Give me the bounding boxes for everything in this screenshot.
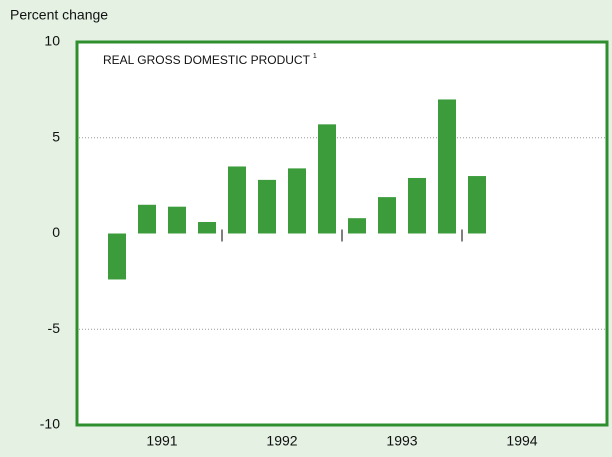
bar [108, 233, 126, 280]
bar [318, 124, 336, 234]
bar [288, 168, 306, 234]
y-tick-label: 5 [52, 128, 60, 144]
bar [258, 179, 276, 234]
bar [468, 176, 486, 234]
title-footnote: 1 [313, 53, 317, 60]
y-tick-label: -5 [48, 320, 61, 336]
y-tick-label: 0 [52, 224, 60, 240]
y-tick-label: 10 [44, 33, 60, 49]
chart-title: REAL GROSS DOMESTIC PRODUCT [103, 53, 311, 67]
y-tick-label: -10 [40, 416, 60, 432]
bar [438, 99, 456, 234]
bar [198, 222, 216, 234]
bar [228, 166, 246, 234]
x-tick-label: 1991 [146, 433, 177, 449]
y-axis-label: Percent change [10, 7, 108, 23]
bar [168, 206, 186, 234]
bar [408, 177, 426, 234]
x-tick-label: 1992 [266, 433, 297, 449]
bar [348, 218, 366, 234]
bar [378, 197, 396, 234]
x-tick-label: 1994 [506, 433, 537, 449]
bar [138, 204, 156, 234]
x-tick-label: 1993 [386, 433, 417, 449]
